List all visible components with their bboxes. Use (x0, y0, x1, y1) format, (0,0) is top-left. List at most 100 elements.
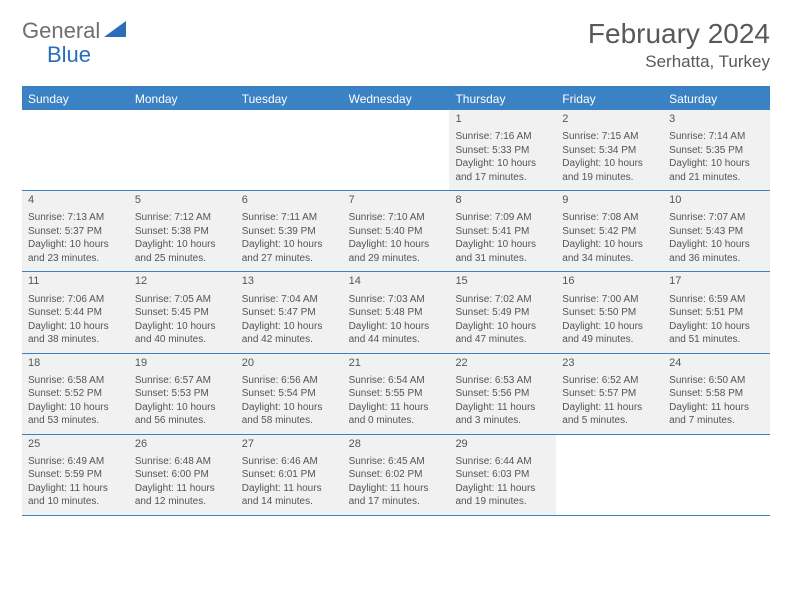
day-cell: 6Sunrise: 7:11 AMSunset: 5:39 PMDaylight… (236, 191, 343, 271)
day-cell: 11Sunrise: 7:06 AMSunset: 5:44 PMDayligh… (22, 272, 129, 352)
day-cell: 9Sunrise: 7:08 AMSunset: 5:42 PMDaylight… (556, 191, 663, 271)
sunset-text: Sunset: 5:45 PM (135, 306, 232, 320)
day-number: 17 (663, 272, 770, 290)
day-details: Sunrise: 7:12 AMSunset: 5:38 PMDaylight:… (133, 211, 232, 265)
day-cell-empty (22, 110, 129, 190)
logo-triangle-icon (104, 21, 126, 42)
day-details: Sunrise: 6:54 AMSunset: 5:55 PMDaylight:… (347, 374, 446, 428)
weekday-header: Friday (556, 88, 663, 110)
day-number: 29 (449, 435, 556, 453)
day-number: 13 (236, 272, 343, 290)
sunset-text: Sunset: 6:01 PM (242, 468, 339, 482)
sunset-text: Sunset: 5:37 PM (28, 225, 125, 239)
sunset-text: Sunset: 5:53 PM (135, 387, 232, 401)
sunrise-text: Sunrise: 6:59 AM (669, 293, 766, 307)
sunset-text: Sunset: 5:38 PM (135, 225, 232, 239)
header: General February 2024 Serhatta, Turkey (0, 0, 792, 80)
daylight-text: Daylight: 10 hours and 56 minutes. (135, 401, 232, 428)
daylight-text: Daylight: 10 hours and 53 minutes. (28, 401, 125, 428)
day-details: Sunrise: 6:59 AMSunset: 5:51 PMDaylight:… (667, 293, 766, 347)
sunset-text: Sunset: 5:55 PM (349, 387, 446, 401)
daylight-text: Daylight: 11 hours and 0 minutes. (349, 401, 446, 428)
sunset-text: Sunset: 5:48 PM (349, 306, 446, 320)
week-row: 25Sunrise: 6:49 AMSunset: 5:59 PMDayligh… (22, 435, 770, 516)
sunset-text: Sunset: 5:40 PM (349, 225, 446, 239)
day-details: Sunrise: 7:09 AMSunset: 5:41 PMDaylight:… (453, 211, 552, 265)
sunrise-text: Sunrise: 7:13 AM (28, 211, 125, 225)
sunset-text: Sunset: 5:54 PM (242, 387, 339, 401)
day-number: 27 (236, 435, 343, 453)
sunrise-text: Sunrise: 6:45 AM (349, 455, 446, 469)
day-details: Sunrise: 6:53 AMSunset: 5:56 PMDaylight:… (453, 374, 552, 428)
sunrise-text: Sunrise: 6:58 AM (28, 374, 125, 388)
day-details: Sunrise: 7:10 AMSunset: 5:40 PMDaylight:… (347, 211, 446, 265)
daylight-text: Daylight: 11 hours and 19 minutes. (455, 482, 552, 509)
day-cell: 29Sunrise: 6:44 AMSunset: 6:03 PMDayligh… (449, 435, 556, 515)
daylight-text: Daylight: 11 hours and 10 minutes. (28, 482, 125, 509)
day-cell: 8 Sunrise: 7:09 AMSunset: 5:41 PMDaylight… (449, 191, 556, 271)
day-cell: 5Sunrise: 7:12 AMSunset: 5:38 PMDaylight… (129, 191, 236, 271)
weekday-header: Sunday (22, 88, 129, 110)
day-cell-empty (236, 110, 343, 190)
sunset-text: Sunset: 5:57 PM (562, 387, 659, 401)
day-details: Sunrise: 7:15 AMSunset: 5:34 PMDaylight:… (560, 130, 659, 184)
day-cell: 27Sunrise: 6:46 AMSunset: 6:01 PMDayligh… (236, 435, 343, 515)
day-number: 28 (343, 435, 450, 453)
weekday-header: Monday (129, 88, 236, 110)
day-cell: 22Sunrise: 6:53 AMSunset: 5:56 PMDayligh… (449, 354, 556, 434)
day-details: Sunrise: 7:02 AMSunset: 5:49 PMDaylight:… (453, 293, 552, 347)
day-number: 23 (556, 354, 663, 372)
daylight-text: Daylight: 10 hours and 58 minutes. (242, 401, 339, 428)
daylight-text: Daylight: 10 hours and 47 minutes. (455, 320, 552, 347)
daylight-text: Daylight: 11 hours and 5 minutes. (562, 401, 659, 428)
sunrise-text: Sunrise: 7:09 AM (455, 211, 552, 225)
sunset-text: Sunset: 5:44 PM (28, 306, 125, 320)
day-number: 4 (22, 191, 129, 209)
daylight-text: Daylight: 10 hours and 51 minutes. (669, 320, 766, 347)
day-number: 26 (129, 435, 236, 453)
day-cell-empty (556, 435, 663, 515)
sunset-text: Sunset: 5:39 PM (242, 225, 339, 239)
day-details: Sunrise: 6:57 AMSunset: 5:53 PMDaylight:… (133, 374, 232, 428)
day-number: 14 (343, 272, 450, 290)
day-cell: 17 Sunrise: 6:59 AMSunset: 5:51 PMDayligh… (663, 272, 770, 352)
daylight-text: Daylight: 11 hours and 3 minutes. (455, 401, 552, 428)
day-cell: 23Sunrise: 6:52 AMSunset: 5:57 PMDayligh… (556, 354, 663, 434)
weekday-header: Thursday (449, 88, 556, 110)
daylight-text: Daylight: 10 hours and 44 minutes. (349, 320, 446, 347)
day-cell-empty (129, 110, 236, 190)
day-cell: 14 Sunrise: 7:03 AMSunset: 5:48 PMDayligh… (343, 272, 450, 352)
sunrise-text: Sunrise: 6:48 AM (135, 455, 232, 469)
day-details: Sunrise: 7:00 AMSunset: 5:50 PMDaylight:… (560, 293, 659, 347)
sunrise-text: Sunrise: 6:57 AM (135, 374, 232, 388)
sunrise-text: Sunrise: 6:50 AM (669, 374, 766, 388)
sunset-text: Sunset: 5:41 PM (455, 225, 552, 239)
sunset-text: Sunset: 5:51 PM (669, 306, 766, 320)
day-cell: 26Sunrise: 6:48 AMSunset: 6:00 PMDayligh… (129, 435, 236, 515)
sunrise-text: Sunrise: 7:02 AM (455, 293, 552, 307)
daylight-text: Daylight: 10 hours and 23 minutes. (28, 238, 125, 265)
day-cell: 19Sunrise: 6:57 AMSunset: 5:53 PMDayligh… (129, 354, 236, 434)
day-number: 6 (236, 191, 343, 209)
sunset-text: Sunset: 5:34 PM (562, 144, 659, 158)
month-title: February 2024 (588, 18, 770, 50)
day-details: Sunrise: 7:03 AMSunset: 5:48 PMDaylight:… (347, 293, 446, 347)
day-number: 15 (449, 272, 556, 290)
sunset-text: Sunset: 5:49 PM (455, 306, 552, 320)
day-cell: 20Sunrise: 6:56 AMSunset: 5:54 PMDayligh… (236, 354, 343, 434)
daylight-text: Daylight: 10 hours and 42 minutes. (242, 320, 339, 347)
day-cell: 13Sunrise: 7:04 AMSunset: 5:47 PMDayligh… (236, 272, 343, 352)
daylight-text: Daylight: 10 hours and 21 minutes. (669, 157, 766, 184)
sunset-text: Sunset: 5:52 PM (28, 387, 125, 401)
sunset-text: Sunset: 5:58 PM (669, 387, 766, 401)
day-number: 8 (449, 191, 556, 209)
calendar: SundayMondayTuesdayWednesdayThursdayFrid… (22, 86, 770, 516)
sunrise-text: Sunrise: 7:12 AM (135, 211, 232, 225)
daylight-text: Daylight: 10 hours and 19 minutes. (562, 157, 659, 184)
weekday-header-row: SundayMondayTuesdayWednesdayThursdayFrid… (22, 88, 770, 110)
sunset-text: Sunset: 5:56 PM (455, 387, 552, 401)
daylight-text: Daylight: 11 hours and 14 minutes. (242, 482, 339, 509)
day-details: Sunrise: 7:06 AMSunset: 5:44 PMDaylight:… (26, 293, 125, 347)
sunrise-text: Sunrise: 7:14 AM (669, 130, 766, 144)
sunrise-text: Sunrise: 7:00 AM (562, 293, 659, 307)
